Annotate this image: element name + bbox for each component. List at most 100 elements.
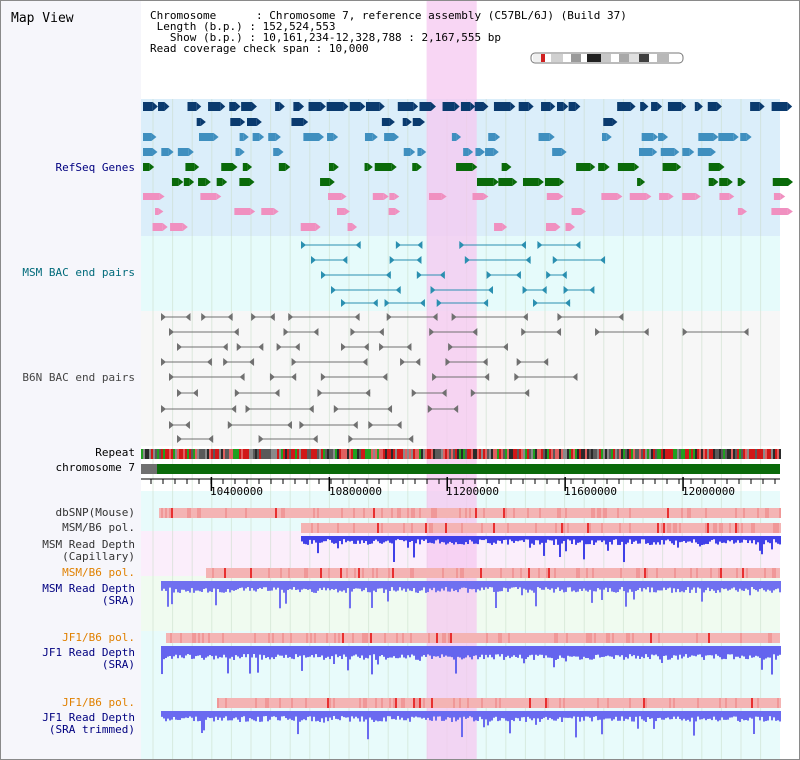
gene-feature[interactable] (402, 118, 407, 126)
refseq-label[interactable]: RefSeq Genes (55, 161, 135, 174)
selection-highlight[interactable] (426, 1, 477, 759)
jf1-b6-pol-label[interactable]: JF1/B6 pol. (62, 631, 135, 644)
gene-feature[interactable] (412, 118, 421, 126)
gene-feature[interactable] (241, 102, 252, 111)
gene-feature[interactable] (428, 193, 442, 200)
gene-feature[interactable] (143, 163, 150, 171)
gene-feature[interactable] (239, 133, 244, 141)
msm-depth-cap-label-1[interactable]: MSM Read Depth (42, 538, 135, 551)
gene-feature[interactable] (252, 133, 260, 141)
gene-feature[interactable] (498, 178, 513, 186)
gene-feature[interactable] (659, 193, 669, 200)
gene-feature[interactable] (451, 133, 457, 141)
gene-feature[interactable] (216, 178, 223, 186)
gene-feature[interactable] (658, 133, 664, 141)
gene-feature[interactable] (456, 163, 473, 171)
gene-feature[interactable] (718, 133, 734, 141)
gene-feature[interactable] (170, 223, 183, 231)
gene-feature[interactable] (230, 118, 241, 126)
dbsnp-label[interactable]: dbSNP(Mouse) (55, 506, 135, 519)
chromosome-ideogram-icon[interactable] (530, 52, 684, 64)
chromosome-bar[interactable] (157, 464, 780, 474)
gene-feature[interactable] (601, 193, 618, 200)
gene-feature[interactable] (598, 163, 605, 171)
gene-feature[interactable] (275, 102, 280, 111)
gene-feature[interactable] (565, 223, 570, 231)
gene-feature[interactable] (308, 102, 321, 111)
gene-feature[interactable] (494, 223, 503, 231)
msm-bac-label[interactable]: MSM BAC end pairs (22, 266, 135, 279)
gene-feature[interactable] (538, 133, 550, 141)
gene-feature[interactable] (637, 178, 641, 186)
gene-feature[interactable] (501, 163, 507, 171)
gene-feature[interactable] (291, 118, 304, 126)
gene-feature[interactable] (208, 102, 221, 111)
gene-feature[interactable] (293, 102, 300, 111)
gene-feature[interactable] (143, 133, 152, 141)
gene-feature[interactable] (273, 148, 279, 156)
gene-feature[interactable] (278, 163, 286, 171)
gene-feature[interactable] (171, 178, 179, 186)
gene-feature[interactable] (185, 163, 195, 171)
gene-feature[interactable] (571, 208, 581, 215)
gene-feature[interactable] (161, 148, 169, 156)
msm-b6-pol-label-2[interactable]: MSM/B6 pol. (62, 566, 135, 579)
gene-feature[interactable] (327, 133, 334, 141)
gene-feature[interactable] (300, 223, 316, 231)
gene-feature[interactable] (541, 102, 551, 111)
gene-feature[interactable] (143, 193, 160, 200)
gene-feature[interactable] (155, 208, 159, 215)
gene-feature[interactable] (239, 178, 250, 186)
jf1-depth-trim-label-1[interactable]: JF1 Read Depth (42, 711, 135, 724)
gene-feature[interactable] (303, 133, 319, 141)
gene-feature[interactable] (261, 208, 274, 215)
gene-feature[interactable] (773, 193, 781, 200)
gene-feature[interactable] (328, 193, 342, 200)
gene-feature[interactable] (326, 102, 344, 111)
gene-feature[interactable] (183, 178, 190, 186)
gene-feature[interactable] (384, 133, 395, 141)
gene-feature[interactable] (629, 193, 647, 200)
gene-feature[interactable] (552, 148, 562, 156)
gene-feature[interactable] (196, 118, 201, 126)
gene-feature[interactable] (740, 133, 747, 141)
gene-feature[interactable] (374, 163, 392, 171)
gene-feature[interactable] (708, 178, 714, 186)
gene-feature[interactable] (617, 102, 631, 111)
gene-feature[interactable] (198, 133, 214, 141)
gene-feature[interactable] (328, 163, 334, 171)
gene-feature[interactable] (158, 102, 165, 111)
gene-feature[interactable] (381, 118, 390, 126)
gene-feature[interactable] (177, 148, 189, 156)
gene-feature[interactable] (698, 133, 714, 141)
gene-feature[interactable] (737, 208, 742, 215)
gene-feature[interactable] (708, 163, 720, 171)
repeat-label[interactable]: Repeat (95, 446, 135, 459)
gene-feature[interactable] (603, 118, 613, 126)
gene-feature[interactable] (662, 163, 677, 171)
gene-feature[interactable] (472, 193, 484, 200)
gene-feature[interactable] (750, 102, 760, 111)
gene-feature[interactable] (198, 178, 206, 186)
gene-feature[interactable] (242, 163, 248, 171)
gene-feature[interactable] (221, 163, 233, 171)
gene-feature[interactable] (397, 102, 414, 111)
gene-feature[interactable] (187, 102, 197, 111)
gene-feature[interactable] (488, 133, 496, 141)
gene-feature[interactable] (364, 133, 373, 141)
gene-feature[interactable] (349, 102, 361, 111)
gene-feature[interactable] (617, 163, 635, 171)
gene-feature[interactable] (682, 148, 690, 156)
gene-feature[interactable] (545, 223, 556, 231)
gene-feature[interactable] (719, 178, 728, 186)
gene-feature[interactable] (707, 102, 717, 111)
gene-feature[interactable] (229, 102, 236, 111)
gene-feature[interactable] (200, 193, 217, 200)
gene-feature[interactable] (442, 102, 455, 111)
gene-feature[interactable] (364, 163, 368, 171)
gene-feature[interactable] (143, 148, 153, 156)
gene-feature[interactable] (771, 102, 788, 111)
gene-feature[interactable] (651, 102, 658, 111)
gene-feature[interactable] (463, 148, 469, 156)
